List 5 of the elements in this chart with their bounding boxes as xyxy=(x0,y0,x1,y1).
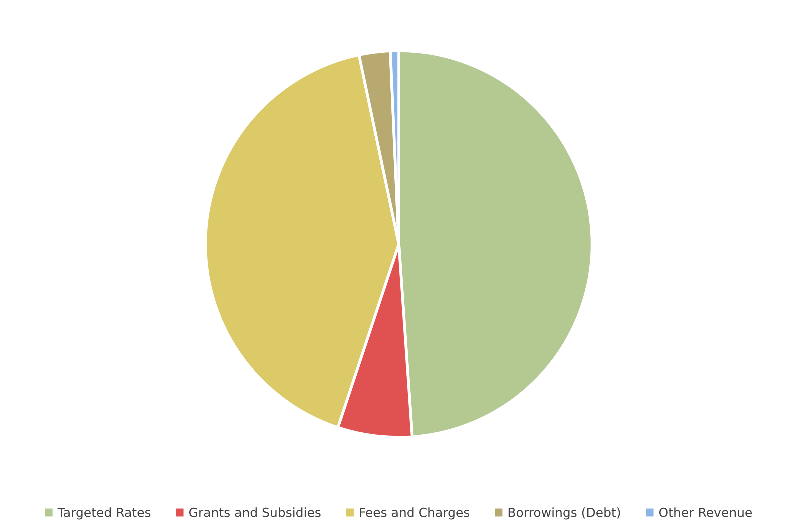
legend-label: Borrowings (Debt) xyxy=(508,508,620,520)
legend-label: Targeted Rates xyxy=(58,508,151,520)
legend-label: Fees and Charges xyxy=(360,508,470,520)
legend-label: Grants and Subsidies xyxy=(189,508,321,518)
legend-label: Other Revenue xyxy=(659,508,752,518)
